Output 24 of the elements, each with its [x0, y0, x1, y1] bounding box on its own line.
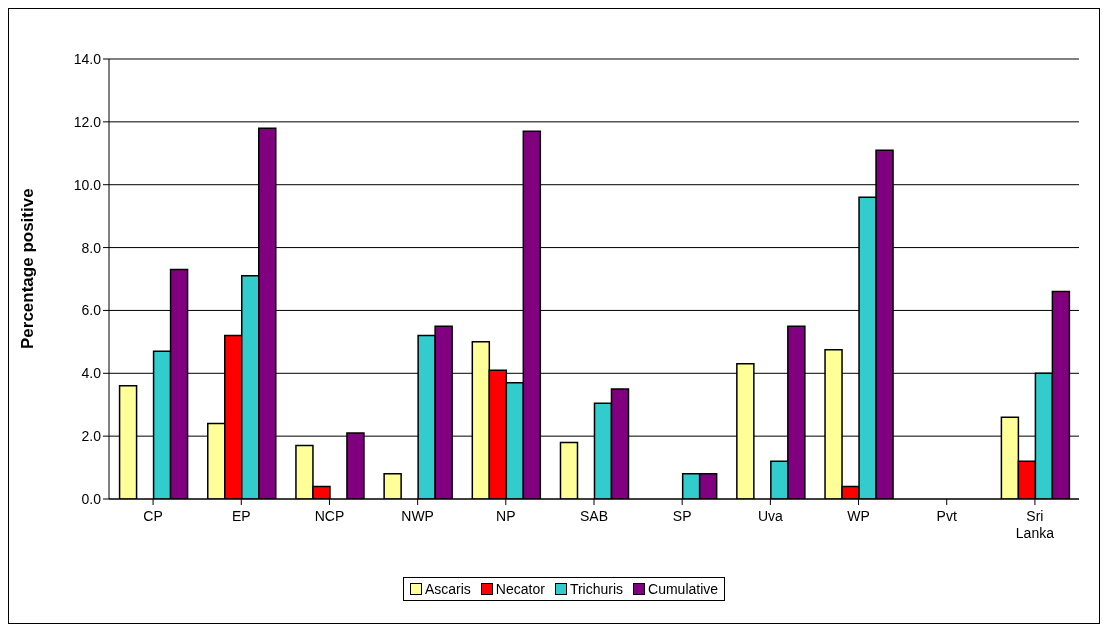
y-tick-label: 0.0	[81, 490, 102, 507]
x-tick-label: Pvt	[936, 508, 957, 524]
legend-label: Cumulative	[647, 581, 719, 597]
x-tick-label: CP	[143, 508, 163, 524]
x-tick-label: WP	[847, 508, 870, 524]
x-tick-label: EP	[231, 508, 251, 524]
y-tick-label: 6.0	[81, 302, 102, 319]
legend-label: Trichuris	[568, 581, 624, 597]
x-tick-label: Uva	[757, 508, 784, 524]
legend-label: Necator	[494, 581, 545, 597]
y-tick-label: 4.0	[81, 365, 102, 382]
x-tick-label: NWP	[401, 508, 434, 524]
y-tick-label: 2.0	[81, 428, 102, 445]
y-tick-label: 8.0	[81, 239, 102, 256]
y-axis-title: Percentage positive	[18, 188, 38, 349]
y-tick-label: 12.0	[73, 113, 102, 130]
y-tick-label: 10.0	[73, 176, 102, 193]
x-tick-label: SAB	[579, 508, 609, 524]
x-tick-label: SP	[672, 508, 692, 524]
x-tick-label: Sri Lanka	[1015, 508, 1055, 541]
x-tick-label: NP	[496, 508, 516, 524]
x-tick-label: NCP	[314, 508, 345, 524]
legend-label: Ascaris	[423, 581, 471, 597]
y-tick-label: 14.0	[73, 50, 102, 67]
